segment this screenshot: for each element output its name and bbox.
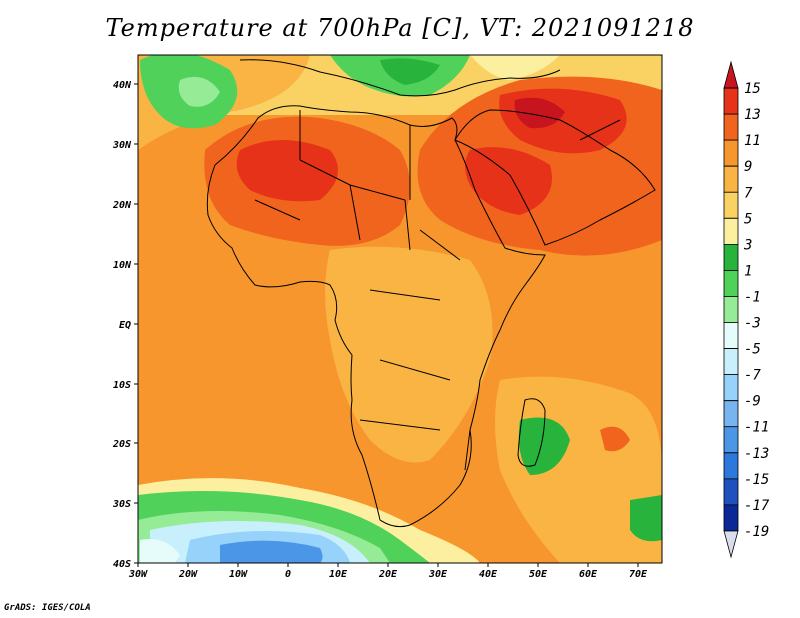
colorbar-label: -11 [744,420,769,436]
colorbar-segment [723,270,739,297]
colorbar-label: -9 [744,394,761,410]
colorbar-segment [723,296,739,323]
colorbar-label: -3 [744,316,761,332]
lat-tick: 10S [113,380,131,391]
colorbar-segment [723,217,739,245]
lat-tick: 40S [113,559,131,570]
colorbar-label: 5 [744,211,752,227]
colorbar-label: 13 [744,107,761,123]
lat-tick: 40N [113,80,132,91]
lat-tick: 10N [113,260,132,271]
lon-tick: 20W [178,569,198,580]
colorbar-segment [723,243,739,271]
credit-label: GrADS: IGES/COLA [4,603,91,613]
colorbar-label: -15 [744,472,769,488]
lon-tick: 0 [285,569,291,580]
colorbar-segment [723,191,739,219]
colorbar-segment [723,374,739,402]
chart-title: Temperature at 700hPa [C], VT: 202109121… [105,14,695,42]
lon-tick: 70E [629,569,648,580]
lon-tick: 30W [128,569,148,580]
lat-tick: 30S [112,499,131,510]
map-frame [137,54,663,564]
colorbar-segment [723,426,739,454]
coastlines [206,59,656,528]
lon-tick: 50E [529,569,548,580]
lat-axis: 40N 30N 20N 10N EQ 10S 20S 30S 40S [112,80,132,570]
colorbar-segment [723,322,739,349]
colorbar-segment [723,348,739,376]
colorbar-label: -19 [744,524,769,540]
colorbar-label: 9 [744,159,752,175]
colorbar-label: 11 [744,133,761,149]
colorbar-label: 3 [743,237,752,253]
lon-tick: 60E [579,569,598,580]
colorbar-segment [723,87,739,115]
lon-tick: 10E [329,569,348,580]
colorbar: 15 13 11 9 7 5 3 1 -1 -3 -5 -7 -9 -11 -13 -15 -17 -19 [723,60,770,559]
colorbar-segment [723,530,739,559]
lat-tick: 30N [112,140,132,151]
colorbar-segment [723,113,739,141]
colorbar-label: -7 [744,368,761,384]
colorbar-label: 1 [744,263,752,279]
colorbar-segment [723,478,739,506]
lat-tick: 20N [112,200,132,211]
lon-tick: 20E [378,569,398,580]
colorbar-label: 15 [744,81,761,97]
tick-marks [134,83,639,567]
lon-tick: 40E [479,569,498,580]
colorbar-label: 7 [744,185,753,201]
colorbar-segment [723,504,739,532]
colorbar-segment [723,400,739,428]
lon-tick: 30E [428,569,448,580]
colorbar-segment [723,452,739,480]
lon-tick: 10W [229,569,248,580]
temperature-field [138,55,662,563]
lat-tick: 20S [112,439,131,450]
colorbar-label: -17 [744,498,770,514]
colorbar-segment [723,60,739,89]
lat-tick: EQ [119,320,131,331]
colorbar-segment [723,165,739,193]
colorbar-label: -5 [744,342,761,358]
colorbar-segment [723,139,739,167]
colorbar-label: -13 [744,446,769,462]
lon-axis: 30W 20W 10W 0 10E 20E 30E 40E 50E 60E 70… [128,569,648,580]
colorbar-label: -1 [744,289,761,305]
